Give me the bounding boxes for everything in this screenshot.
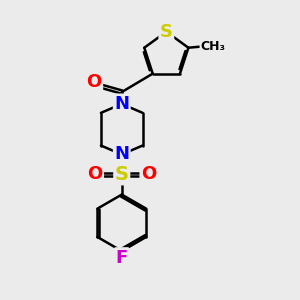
Text: O: O [86,73,102,91]
Text: O: O [87,165,103,183]
Text: F: F [116,249,128,267]
Text: N: N [114,146,129,164]
Text: CH₃: CH₃ [201,40,226,53]
Text: N: N [114,95,129,113]
Text: S: S [160,23,173,41]
Text: O: O [141,165,156,183]
Text: S: S [115,165,129,184]
